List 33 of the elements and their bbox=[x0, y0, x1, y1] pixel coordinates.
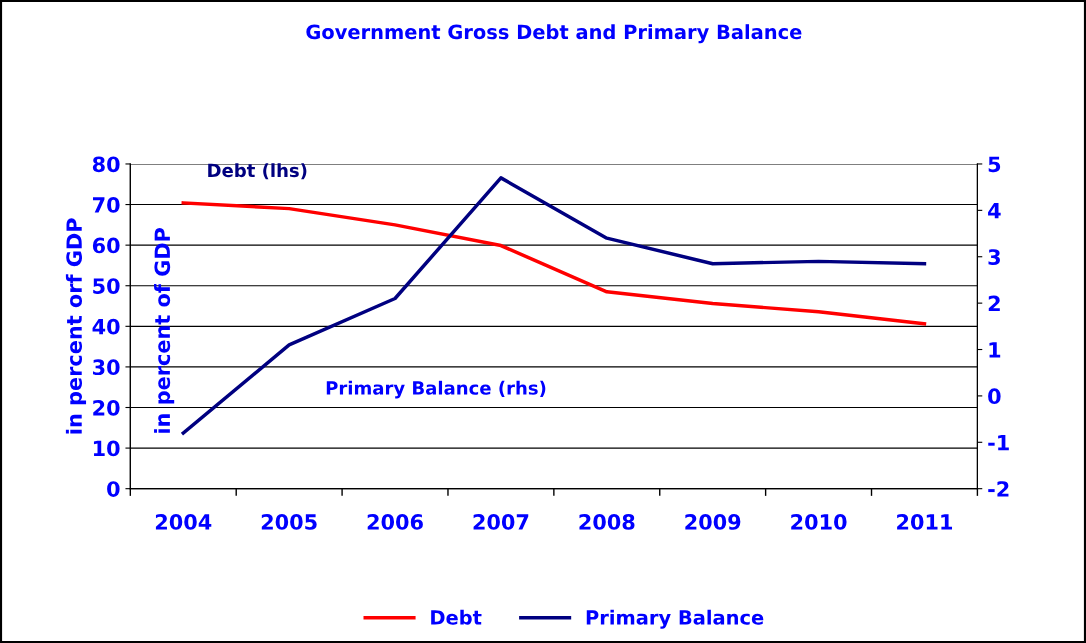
y-tick-label: 80 bbox=[92, 156, 120, 173]
y-tick-label: 50 bbox=[93, 278, 120, 294]
y2-tick-label: 1 bbox=[989, 342, 1001, 358]
annotation: in percent of GDP bbox=[154, 228, 175, 433]
y2-tick-label: 0 bbox=[988, 388, 1001, 405]
annotation: Debt (lhs) bbox=[208, 163, 307, 180]
y-tick-label: 0 bbox=[107, 481, 120, 497]
y2-tick-label: 3 bbox=[988, 249, 1000, 265]
y2-tick-label: 4 bbox=[988, 203, 1001, 219]
x-tick-label: 2005 bbox=[261, 514, 317, 530]
y-tick-label: 40 bbox=[92, 318, 120, 335]
x-tick-label: 2009 bbox=[685, 514, 741, 530]
y-tick-label: 60 bbox=[92, 237, 120, 254]
chart-title: Government Gross Debt and Primary Balance bbox=[306, 24, 802, 44]
y2-tick-label: 5 bbox=[988, 156, 1001, 173]
y-tick-label: 20 bbox=[93, 399, 120, 416]
y-tick-label: 10 bbox=[93, 440, 120, 457]
legend-label: Primary Balance bbox=[586, 609, 764, 629]
legend-label: Debt bbox=[431, 609, 482, 625]
x-tick-label: 2006 bbox=[367, 514, 423, 530]
x-tick-label: 2010 bbox=[791, 514, 847, 530]
y-axis-title: in percent orf GDP bbox=[65, 218, 87, 434]
y-tick-label: 30 bbox=[93, 359, 120, 376]
line-series bbox=[181, 201, 927, 326]
y2-tick-label: -1 bbox=[988, 435, 1009, 451]
x-tick-label: 2008 bbox=[579, 514, 635, 530]
y2-tick-label: 2 bbox=[988, 295, 1000, 312]
y2-tick-label: -2 bbox=[988, 481, 1009, 497]
annotation: Primary Balance (rhs) bbox=[326, 380, 546, 399]
x-tick-label: 2004 bbox=[155, 514, 212, 530]
x-tick-label: 2007 bbox=[473, 514, 529, 530]
y-tick-label: 70 bbox=[93, 197, 120, 213]
x-tick-label: 2011 bbox=[897, 514, 953, 530]
